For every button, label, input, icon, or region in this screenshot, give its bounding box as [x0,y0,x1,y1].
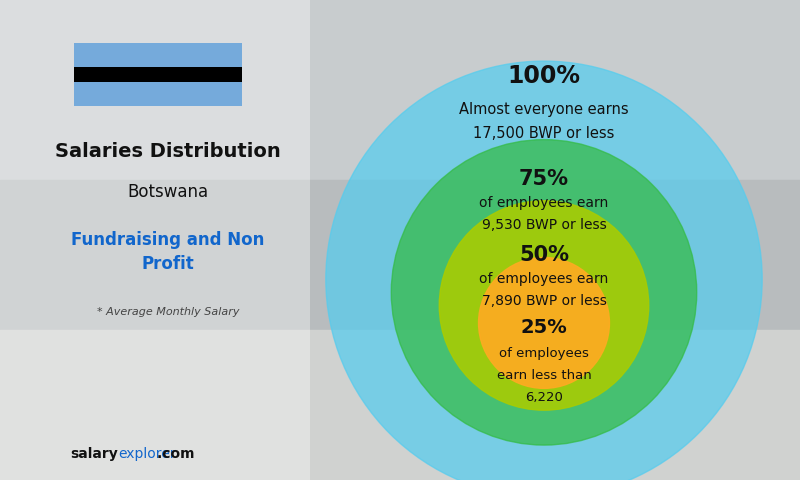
Text: 9,530 BWP or less: 9,530 BWP or less [482,218,606,232]
Text: of employees earn: of employees earn [479,272,609,286]
Text: Botswana: Botswana [127,183,209,201]
Text: 6,220: 6,220 [525,391,563,404]
Text: 100%: 100% [507,64,581,88]
Text: of employees earn: of employees earn [479,196,609,210]
Text: 25%: 25% [521,318,567,337]
FancyBboxPatch shape [74,43,242,67]
Circle shape [326,61,762,480]
Text: salary: salary [70,446,118,461]
Text: 7,890 BWP or less: 7,890 BWP or less [482,294,606,308]
Text: 50%: 50% [519,245,569,265]
Circle shape [478,257,610,388]
Text: Almost everyone earns: Almost everyone earns [459,102,629,117]
Text: explorer: explorer [118,446,176,461]
Circle shape [391,140,697,445]
FancyBboxPatch shape [74,67,242,82]
Text: * Average Monthly Salary: * Average Monthly Salary [97,307,239,317]
Text: of employees: of employees [499,347,589,360]
Text: 17,500 BWP or less: 17,500 BWP or less [474,126,614,141]
Text: earn less than: earn less than [497,369,591,382]
FancyBboxPatch shape [74,82,242,106]
Text: Fundraising and Non
Profit: Fundraising and Non Profit [71,231,265,273]
Text: Salaries Distribution: Salaries Distribution [55,142,281,161]
Polygon shape [0,0,310,480]
Text: .com: .com [118,446,194,461]
Text: 75%: 75% [519,169,569,189]
Circle shape [439,201,649,410]
